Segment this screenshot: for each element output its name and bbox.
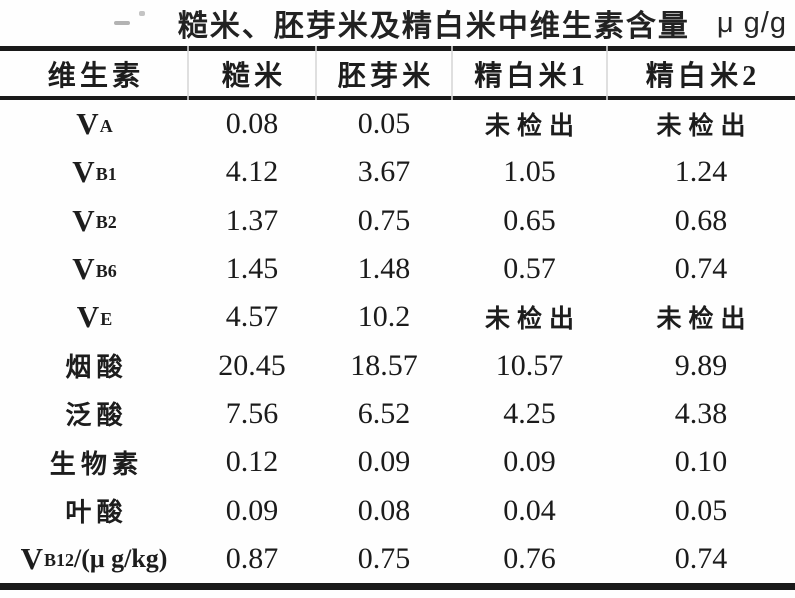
column-header: 精白米2 — [645, 60, 761, 92]
value-cell: 0.75 — [357, 541, 411, 575]
table-row: V A 0.08 0.05 未检出 未检出 — [0, 100, 795, 148]
scan-artifact-dot — [139, 11, 145, 16]
value-cell: 0.12 — [225, 445, 279, 479]
value-cell: 0.74 — [674, 252, 728, 286]
vitamin-subscript: B1 — [95, 163, 117, 184]
value-cell: 0.75 — [357, 203, 411, 237]
table-header-row: 维生素 糙米 胚芽米 精白米1 精白米2 — [0, 51, 795, 96]
table-row: V B2 1.37 0.75 0.65 0.68 — [0, 197, 795, 245]
value-cell: 0.05 — [357, 107, 411, 141]
vitamin-subscript: B12 — [43, 550, 74, 571]
column-header: 精白米1 — [474, 60, 589, 92]
vitamin-subscript: B6 — [95, 260, 117, 281]
value-cell: 9.89 — [674, 348, 728, 382]
vitamin-label: V B6 — [0, 245, 188, 293]
table-unit: μ g/g — [716, 6, 787, 39]
vitamin-subscript: B2 — [95, 212, 117, 233]
table-row: 烟酸 20.45 18.57 10.57 9.89 — [0, 341, 795, 389]
value-cell-not-detected: 未检出 — [656, 113, 753, 141]
table-row: V E 4.57 10.2 未检出 未检出 — [0, 293, 795, 341]
value-cell: 10.2 — [357, 300, 411, 334]
vitamin-subscript: E — [100, 308, 113, 329]
table-title: 糙米、胚芽米及精白米中维生素含量 — [177, 10, 690, 43]
top-rule — [0, 46, 795, 51]
column-header: 维生素 — [47, 60, 145, 92]
value-cell: 10.57 — [495, 348, 564, 382]
vitamin-name: V — [20, 540, 43, 576]
value-cell: 20.45 — [218, 348, 286, 382]
value-cell: 1.45 — [225, 252, 279, 286]
vitamin-name: V — [76, 106, 99, 142]
value-cell: 1.48 — [357, 252, 411, 286]
value-cell: 0.74 — [674, 541, 728, 575]
value-cell: 4.12 — [225, 155, 279, 189]
table-body: V A 0.08 0.05 未检出 未检出 V B1 4.12 3.67 1.05 1.24 V B2 1.… — [0, 100, 795, 583]
value-cell: 0.05 — [674, 493, 728, 527]
value-cell: 7.56 — [225, 396, 279, 430]
header-rule — [0, 96, 795, 100]
table-row: V B12/(μ g/kg) 0.87 0.75 0.76 0.74 — [0, 535, 795, 583]
column-border-artifact — [315, 46, 317, 100]
value-cell: 0.68 — [674, 203, 728, 237]
table-row: 泛酸 7.56 6.52 4.25 4.38 — [0, 390, 795, 438]
scan-artifact-dash — [114, 21, 130, 25]
value-cell-not-detected: 未检出 — [484, 113, 581, 141]
value-cell: 1.37 — [225, 203, 279, 237]
table-row: V B1 4.12 3.67 1.05 1.24 — [0, 148, 795, 196]
column-header: 胚芽米 — [337, 60, 435, 92]
vitamin-label: V B2 — [0, 197, 188, 245]
table-caption: 糙米、胚芽米及精白米中维生素含量 μ g/g — [0, 0, 795, 46]
column-border-artifact — [187, 46, 189, 100]
value-cell: 4.57 — [225, 300, 279, 334]
table-row: 生物素 0.12 0.09 0.09 0.10 — [0, 438, 795, 486]
vitamin-label: 叶酸 — [0, 486, 188, 534]
table-row: 叶酸 0.09 0.08 0.04 0.05 — [0, 486, 795, 534]
vitamin-name: 叶酸 — [65, 498, 128, 528]
value-cell: 0.10 — [674, 445, 728, 479]
value-cell: 4.25 — [503, 396, 556, 430]
value-cell: 0.09 — [225, 493, 279, 527]
column-border-artifact — [451, 46, 453, 100]
vitamin-label: 生物素 — [0, 438, 188, 486]
vitamin-name: V — [72, 154, 95, 190]
value-cell: 0.57 — [503, 252, 556, 286]
value-cell: 4.38 — [674, 396, 728, 430]
vitamin-name: V — [76, 299, 100, 335]
value-cell-not-detected: 未检出 — [484, 306, 581, 334]
column-header: 糙米 — [221, 60, 287, 92]
vitamin-label: V B12/(μ g/kg) — [0, 535, 188, 583]
value-cell-not-detected: 未检出 — [656, 306, 753, 334]
value-cell: 0.76 — [503, 541, 556, 575]
vitamin-label: 烟酸 — [0, 341, 188, 389]
value-cell: 0.65 — [503, 203, 556, 237]
value-cell: 1.05 — [503, 155, 556, 189]
value-cell: 0.08 — [357, 493, 411, 527]
value-cell: 3.67 — [357, 155, 411, 189]
value-cell: 18.57 — [350, 348, 418, 382]
vitamin-label: V B1 — [0, 148, 188, 196]
value-cell: 0.09 — [357, 445, 411, 479]
column-border-artifact — [606, 46, 608, 100]
vitamin-name: 泛酸 — [65, 401, 128, 431]
value-cell: 0.08 — [225, 107, 279, 141]
value-cell: 0.09 — [503, 445, 556, 479]
bottom-rule — [0, 583, 795, 590]
value-cell: 0.87 — [225, 541, 279, 575]
vitamin-name: V — [72, 251, 95, 287]
value-cell: 6.52 — [357, 396, 411, 430]
vitamin-subscript: A — [99, 115, 113, 136]
vitamin-unit-suffix: /(μ g/kg) — [73, 543, 168, 573]
table-row: V B6 1.45 1.48 0.57 0.74 — [0, 245, 795, 293]
vitamin-name: V — [72, 202, 95, 238]
value-cell: 0.04 — [503, 493, 556, 527]
vitamin-label: 泛酸 — [0, 390, 188, 438]
vitamin-name: 烟酸 — [65, 353, 128, 383]
value-cell: 1.24 — [674, 155, 728, 189]
vitamin-name: 生物素 — [49, 449, 144, 479]
